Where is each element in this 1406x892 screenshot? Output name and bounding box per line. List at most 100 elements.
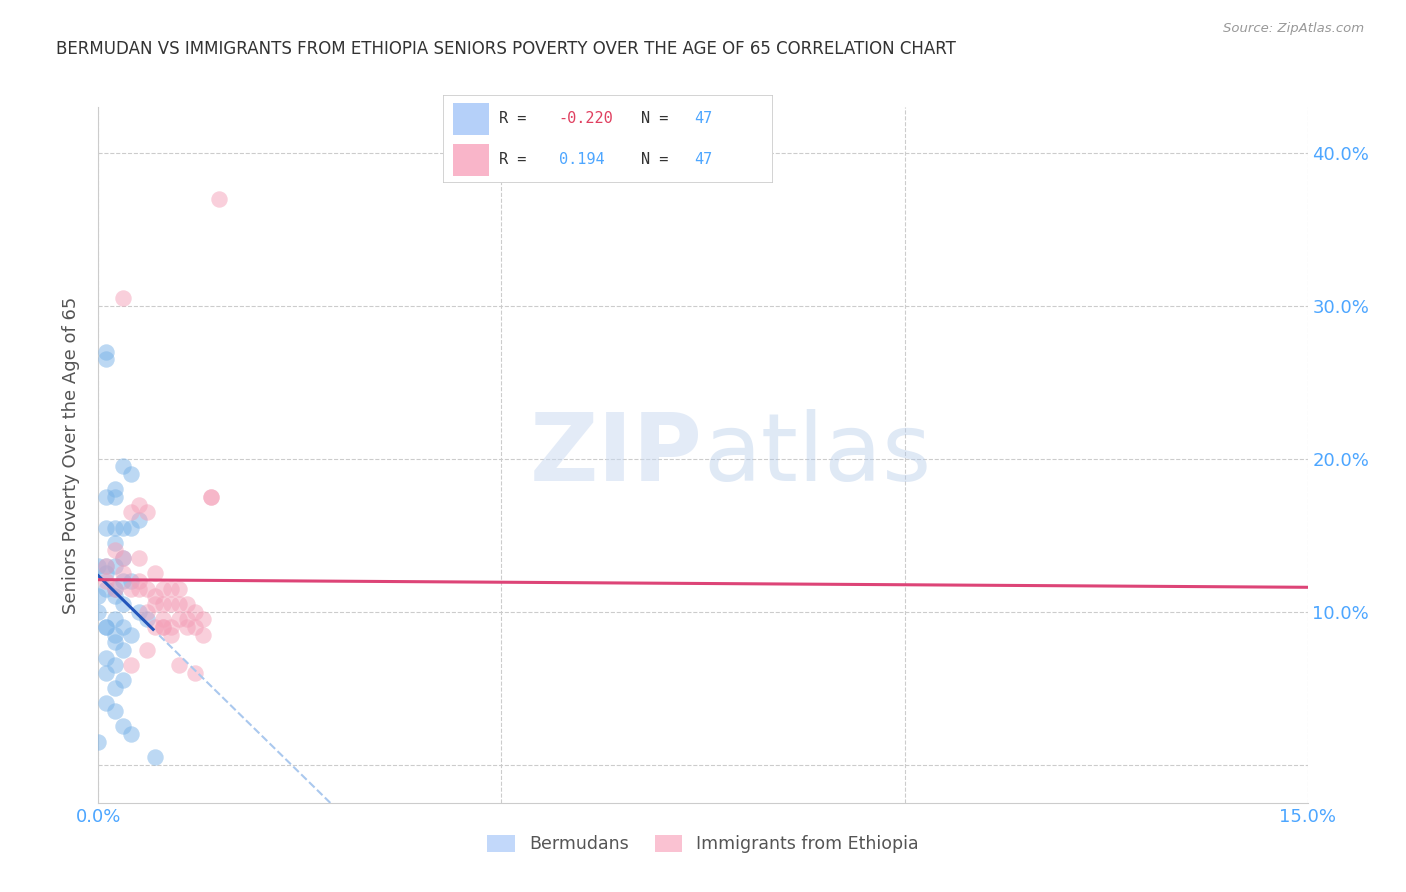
Point bbox=[120, 520, 142, 534]
Point bbox=[96, 620, 118, 634]
Point bbox=[96, 558, 118, 573]
Point bbox=[87, 734, 110, 748]
FancyBboxPatch shape bbox=[453, 103, 489, 135]
Point bbox=[135, 582, 157, 596]
Point bbox=[120, 627, 142, 641]
Point bbox=[103, 543, 125, 558]
Point bbox=[96, 665, 118, 680]
Point bbox=[128, 498, 150, 512]
Point bbox=[111, 574, 134, 588]
Text: BERMUDAN VS IMMIGRANTS FROM ETHIOPIA SENIORS POVERTY OVER THE AGE OF 65 CORRELAT: BERMUDAN VS IMMIGRANTS FROM ETHIOPIA SEN… bbox=[56, 40, 956, 58]
Point bbox=[96, 574, 118, 588]
Point bbox=[111, 620, 134, 634]
Point bbox=[96, 620, 118, 634]
Point bbox=[152, 597, 174, 611]
Point bbox=[96, 344, 118, 359]
Point bbox=[176, 620, 198, 634]
Point bbox=[160, 620, 183, 634]
Point bbox=[208, 192, 231, 206]
Point bbox=[103, 582, 125, 596]
Point bbox=[167, 658, 190, 673]
Point bbox=[143, 620, 166, 634]
Point bbox=[128, 582, 150, 596]
Text: -0.220: -0.220 bbox=[558, 112, 613, 126]
Point bbox=[111, 551, 134, 566]
Point bbox=[103, 681, 125, 695]
Point bbox=[120, 467, 142, 481]
Point bbox=[167, 612, 190, 626]
Point bbox=[120, 727, 142, 741]
Point bbox=[96, 352, 118, 367]
Point bbox=[143, 750, 166, 764]
Point bbox=[135, 612, 157, 626]
Point bbox=[167, 582, 190, 596]
Point bbox=[111, 673, 134, 688]
Point bbox=[120, 505, 142, 519]
FancyBboxPatch shape bbox=[443, 95, 773, 183]
Point bbox=[103, 590, 125, 604]
Point bbox=[96, 697, 118, 711]
Point bbox=[96, 582, 118, 596]
Point bbox=[103, 536, 125, 550]
Point bbox=[128, 574, 150, 588]
Text: R =: R = bbox=[499, 112, 536, 126]
Point bbox=[128, 513, 150, 527]
Point bbox=[128, 551, 150, 566]
Y-axis label: Seniors Poverty Over the Age of 65: Seniors Poverty Over the Age of 65 bbox=[62, 296, 80, 614]
Point bbox=[96, 558, 118, 573]
Text: R =: R = bbox=[499, 153, 536, 167]
Text: N =: N = bbox=[641, 112, 678, 126]
Point bbox=[96, 490, 118, 504]
Point bbox=[111, 291, 134, 305]
Point bbox=[103, 558, 125, 573]
Point bbox=[111, 643, 134, 657]
Text: 47: 47 bbox=[695, 153, 713, 167]
Point bbox=[103, 582, 125, 596]
Point bbox=[111, 566, 134, 581]
Point bbox=[103, 520, 125, 534]
Point bbox=[87, 605, 110, 619]
Point bbox=[176, 597, 198, 611]
Point bbox=[87, 590, 110, 604]
Point bbox=[120, 582, 142, 596]
Point bbox=[120, 574, 142, 588]
Point bbox=[87, 558, 110, 573]
Point bbox=[128, 605, 150, 619]
Point bbox=[176, 612, 198, 626]
Point bbox=[103, 627, 125, 641]
Point bbox=[135, 505, 157, 519]
Point bbox=[103, 483, 125, 497]
Point bbox=[111, 719, 134, 733]
Text: 0.194: 0.194 bbox=[558, 153, 605, 167]
Point bbox=[184, 665, 207, 680]
Point bbox=[160, 627, 183, 641]
Point bbox=[96, 520, 118, 534]
Point bbox=[120, 658, 142, 673]
Point bbox=[152, 582, 174, 596]
Point bbox=[103, 704, 125, 718]
FancyBboxPatch shape bbox=[453, 145, 489, 176]
Point bbox=[111, 551, 134, 566]
Point bbox=[193, 612, 215, 626]
Point bbox=[160, 597, 183, 611]
Point bbox=[193, 627, 215, 641]
Point bbox=[184, 620, 207, 634]
Point bbox=[96, 566, 118, 581]
Point bbox=[135, 643, 157, 657]
Point bbox=[111, 520, 134, 534]
Point bbox=[103, 635, 125, 649]
Point bbox=[152, 612, 174, 626]
Point bbox=[111, 459, 134, 474]
Point bbox=[103, 658, 125, 673]
Point bbox=[152, 620, 174, 634]
Point bbox=[167, 597, 190, 611]
Point bbox=[135, 605, 157, 619]
Point bbox=[143, 566, 166, 581]
Text: ZIP: ZIP bbox=[530, 409, 703, 501]
Text: Source: ZipAtlas.com: Source: ZipAtlas.com bbox=[1223, 22, 1364, 36]
Text: atlas: atlas bbox=[703, 409, 931, 501]
Point bbox=[96, 650, 118, 665]
Point bbox=[160, 582, 183, 596]
Point bbox=[200, 490, 222, 504]
Text: 47: 47 bbox=[695, 112, 713, 126]
